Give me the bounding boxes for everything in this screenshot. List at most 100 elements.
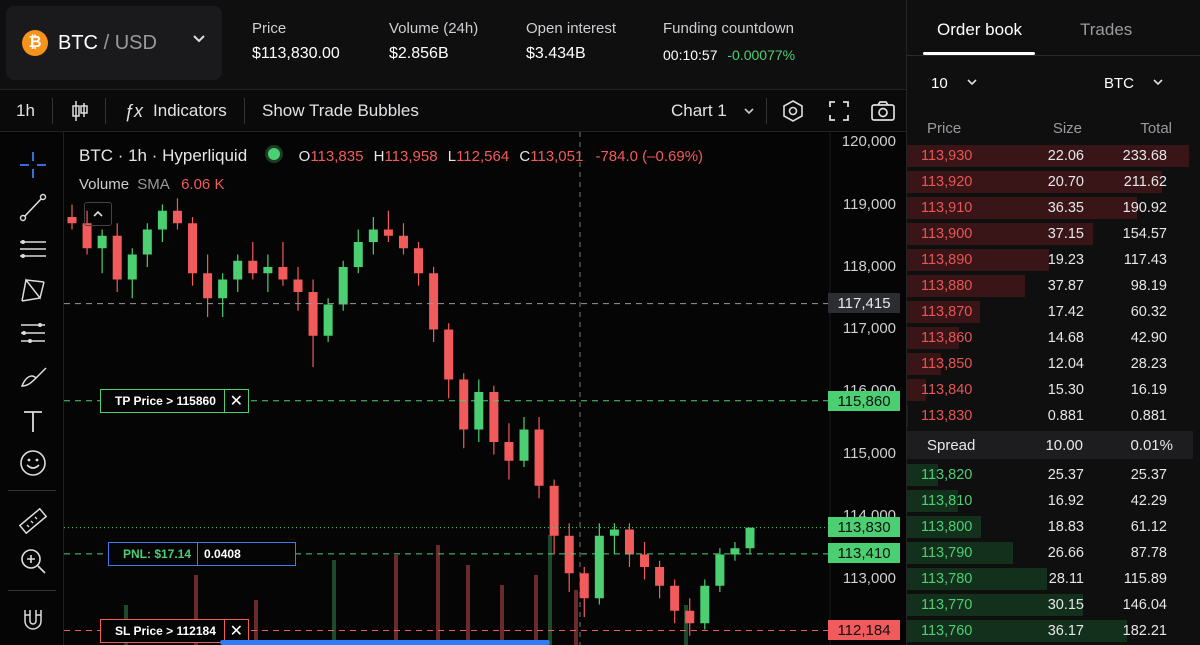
row-size: 25.37 (1047, 467, 1084, 483)
volume-value: $2.856B (389, 45, 449, 62)
order-book-row[interactable]: 113,870 17.42 60.32 (907, 299, 1200, 325)
candle-body (579, 573, 589, 599)
row-price: 113,850 (921, 356, 973, 372)
order-book-row[interactable]: 113,920 20.70 211.62 (907, 169, 1200, 195)
order-book-row[interactable]: 113,770 30.15 146.04 (907, 592, 1200, 618)
measure-lines-icon[interactable] (16, 316, 50, 350)
bitcoin-icon: ₿ (22, 30, 48, 56)
candle-body (188, 223, 198, 274)
order-book-row[interactable]: 113,780 28.11 115.89 (907, 566, 1200, 592)
candle-body (730, 548, 740, 555)
order-book-row[interactable]: 113,830 0.881 0.881 (907, 403, 1200, 429)
volume-bar (194, 575, 198, 645)
tp-order-tag[interactable]: TP Price > 115860 ✕ (100, 389, 249, 413)
candle-style-icon[interactable] (70, 99, 90, 123)
row-size: 36.35 (1047, 200, 1084, 216)
pair-selector[interactable]: ₿ BTC / USD (6, 6, 222, 80)
chart-layout-select[interactable]: Chart 1 (671, 90, 755, 132)
horizontal-lines-icon[interactable] (16, 232, 50, 266)
order-book-row[interactable]: 113,930 22.06 233.68 (907, 143, 1200, 169)
order-book-row[interactable]: 113,800 18.83 61.12 (907, 514, 1200, 540)
price-value: $113,830.00 (252, 45, 340, 62)
candle-body (700, 585, 710, 624)
chevron-down-icon[interactable] (192, 32, 206, 46)
row-price: 113,820 (921, 467, 973, 483)
camera-icon[interactable] (870, 99, 896, 123)
candle-body (263, 267, 273, 274)
tab-order-book[interactable]: Order book (937, 20, 1023, 39)
symbol-title: BTC · 1h · Hyperliquid (79, 146, 248, 165)
candle-body (504, 442, 514, 461)
candle-body (489, 392, 499, 442)
row-total: 42.29 (1130, 493, 1167, 509)
chevron-down-icon (744, 108, 754, 115)
row-total: 190.92 (1122, 200, 1167, 216)
price-chart[interactable]: BTC · 1h · Hyperliquid O113,835 H113,958… (64, 132, 906, 645)
market-header: ₿ BTC / USD Price $113,830.00 Volume (24… (0, 0, 906, 90)
close-icon[interactable]: ✕ (223, 390, 248, 412)
volume-bar (548, 535, 552, 645)
indicators-button[interactable]: ƒx Indicators (124, 100, 227, 121)
row-size: 22.06 (1047, 148, 1084, 164)
open-interest-value: $3.434B (526, 45, 586, 62)
row-size: 17.42 (1047, 304, 1084, 320)
candle-body (218, 279, 228, 299)
volume-bar (574, 590, 578, 645)
candle-body (172, 210, 182, 224)
trade-bubbles-button[interactable]: Show Trade Bubbles (262, 101, 419, 120)
order-book-row[interactable]: 113,860 14.68 42.90 (907, 325, 1200, 351)
volume-bar (332, 560, 336, 645)
brush-icon[interactable] (16, 360, 50, 394)
position-pnl-tag[interactable]: PNL: $17.14 0.0408 (108, 542, 296, 566)
row-total: 154.57 (1122, 226, 1167, 242)
emoji-icon[interactable] (16, 446, 50, 480)
row-total: 42.90 (1130, 330, 1167, 346)
order-book-row[interactable]: 113,890 19.23 117.43 (907, 247, 1200, 273)
order-book-row[interactable]: 113,820 25.37 25.37 (907, 462, 1200, 488)
settings-icon[interactable] (781, 99, 805, 123)
order-book-row[interactable]: 113,880 37.87 98.19 (907, 273, 1200, 299)
candle-body (157, 210, 167, 230)
row-size: 20.70 (1047, 174, 1084, 190)
depth-bar (907, 568, 1047, 590)
order-book-row[interactable]: 113,900 37.15 154.57 (907, 221, 1200, 247)
collapse-legend-button[interactable] (84, 202, 112, 226)
candle-body (338, 267, 348, 305)
candle-body (519, 429, 529, 461)
row-total: 98.19 (1130, 278, 1167, 294)
depth-select[interactable]: 10 (931, 75, 978, 92)
row-total: 146.04 (1122, 597, 1167, 613)
pattern-tool-icon[interactable] (16, 274, 50, 308)
order-book-row[interactable]: 113,810 16.92 42.29 (907, 488, 1200, 514)
candle-body (609, 529, 619, 536)
order-book-row[interactable]: 113,790 26.66 87.78 (907, 540, 1200, 566)
magnet-icon[interactable] (16, 602, 50, 636)
row-price: 113,770 (921, 597, 973, 613)
sl-order-tag[interactable]: SL Price > 112184 ✕ (100, 619, 249, 643)
order-book-row[interactable]: 113,840 15.30 16.19 (907, 377, 1200, 403)
depth-bar (907, 171, 1163, 193)
order-book-row[interactable]: 113,910 36.35 190.92 (907, 195, 1200, 221)
close-icon[interactable]: ✕ (223, 620, 248, 642)
crosshair-price-label: 117,415 (828, 293, 900, 313)
row-size: 15.30 (1047, 382, 1084, 398)
trend-line-icon[interactable] (16, 190, 50, 224)
ruler-icon[interactable] (16, 504, 50, 538)
depth-bar (907, 223, 1094, 245)
interval-button[interactable]: 1h (16, 101, 35, 120)
candlestick-canvas[interactable] (64, 132, 906, 645)
order-book-row[interactable]: 113,760 36.17 182.21 (907, 618, 1200, 644)
candle-body (398, 235, 408, 249)
unit-select[interactable]: BTC (1104, 75, 1164, 92)
candle-body (655, 567, 665, 586)
candle-body (353, 242, 363, 267)
depth-bar (907, 301, 980, 323)
row-size: 16.92 (1047, 493, 1084, 509)
order-book-row[interactable]: 113,850 12.04 28.23 (907, 351, 1200, 377)
crosshair-icon[interactable] (16, 148, 50, 182)
time-scroll-handle[interactable] (220, 640, 550, 645)
zoom-in-icon[interactable] (16, 544, 50, 578)
tab-trades[interactable]: Trades (1080, 20, 1133, 39)
text-tool-icon[interactable] (16, 404, 50, 438)
fullscreen-icon[interactable] (828, 99, 850, 123)
